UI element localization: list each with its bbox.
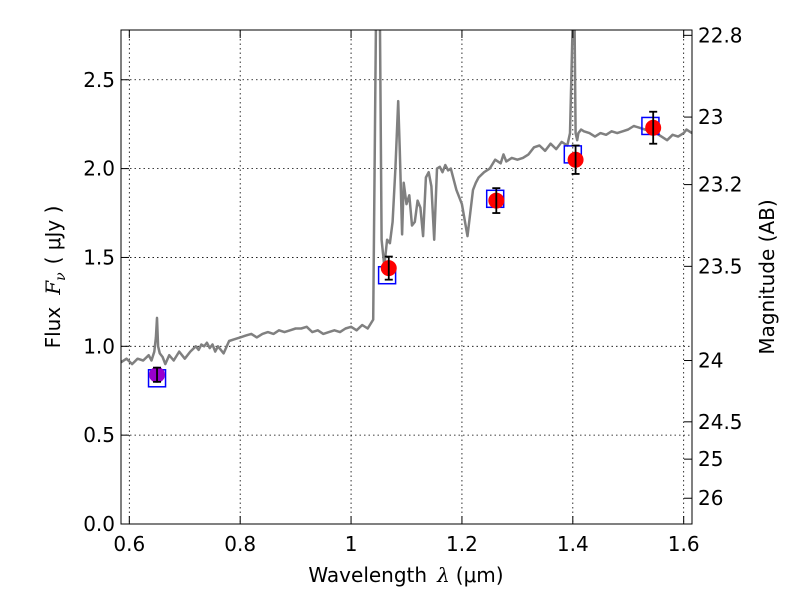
mag-tick-label: 24.5 [698,410,743,434]
spectrum-layer [121,30,692,366]
y-tick-label: 1.0 [83,334,115,358]
y-tick-label: 2.0 [83,157,115,181]
x-tick-label: 0.8 [224,532,256,556]
points-layer [147,110,662,388]
y-tick-label: 0.5 [83,423,115,447]
y-tick-label: 0.0 [83,512,115,536]
mag-tick-label: 22.8 [698,23,743,47]
y-tick-label: 2.5 [83,68,115,92]
y-tick-label: 1.5 [83,245,115,269]
mag-tick-label: 23.5 [698,254,743,278]
x-axis-label: Wavelength λ (μm) [308,563,503,587]
mag-tick-label: 24 [698,349,723,373]
ticks: 0.6 0.8 1 1.2 1.4 1.6 0.0 0.5 1.0 1.5 2.0 2.5 22.8 23… [83,23,742,556]
mag-tick-label: 23 [698,105,723,129]
plot-frame [120,29,693,525]
mag-tick-label: 26 [698,486,723,510]
grid [121,30,692,525]
x-tick-label: 1.4 [557,532,589,556]
x-tick-label: 1 [345,532,358,556]
x-tick-label: 1.6 [668,532,700,556]
x-tick-label: 1.2 [446,532,478,556]
y-axis-label: FluxFν( μJy ) [41,206,69,349]
y2-axis-label: Magnitude (AB) [755,199,779,354]
mag-tick-label: 23.2 [698,173,743,197]
x-tick-label: 0.6 [113,532,145,556]
spectrum-line [121,30,692,366]
mag-tick-label: 25 [698,447,723,471]
